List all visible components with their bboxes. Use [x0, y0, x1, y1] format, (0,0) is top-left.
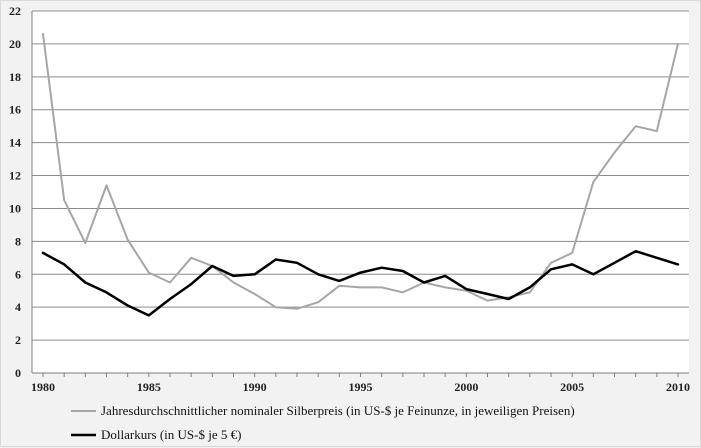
y-tick-label: 10 [9, 201, 21, 215]
y-tick-label: 0 [15, 366, 21, 380]
legend: Jahresdurchschnittlicher nominaler Silbe… [71, 403, 575, 442]
y-tick-label: 14 [9, 136, 21, 150]
y-tick-label: 6 [15, 267, 21, 281]
y-tick-label: 22 [9, 4, 21, 18]
series-line-dollar-rate [41, 249, 680, 317]
x-tick-label: 1980 [31, 380, 55, 394]
series-line-silver-price [42, 33, 679, 310]
x-tick-label: 2000 [454, 380, 478, 394]
legend-label-dollar: Dollarkurs (in US-$ je 5 €) [101, 427, 241, 442]
y-tick-label: 18 [9, 70, 21, 84]
y-tick-label: 8 [15, 234, 21, 248]
x-tick-label: 1995 [349, 380, 373, 394]
y-tick-label: 4 [15, 300, 21, 314]
y-tick-label: 20 [9, 37, 21, 51]
x-tick-label: 1985 [137, 380, 161, 394]
legend-label-silver: Jahresdurchschnittlicher nominaler Silbe… [101, 403, 575, 418]
series-lines [41, 33, 680, 317]
x-tick-label: 2010 [666, 380, 690, 394]
x-tick-label: 1990 [243, 380, 267, 394]
y-tick-label: 12 [9, 169, 21, 183]
y-tick-label: 2 [15, 333, 21, 347]
x-tick-label: 2005 [560, 380, 584, 394]
axes: 0 2 4 6 8 10 12 14 16 18 20 22 1980 1985 1990 1995 2000 2… [9, 4, 690, 394]
y-tick-label: 16 [9, 103, 21, 117]
